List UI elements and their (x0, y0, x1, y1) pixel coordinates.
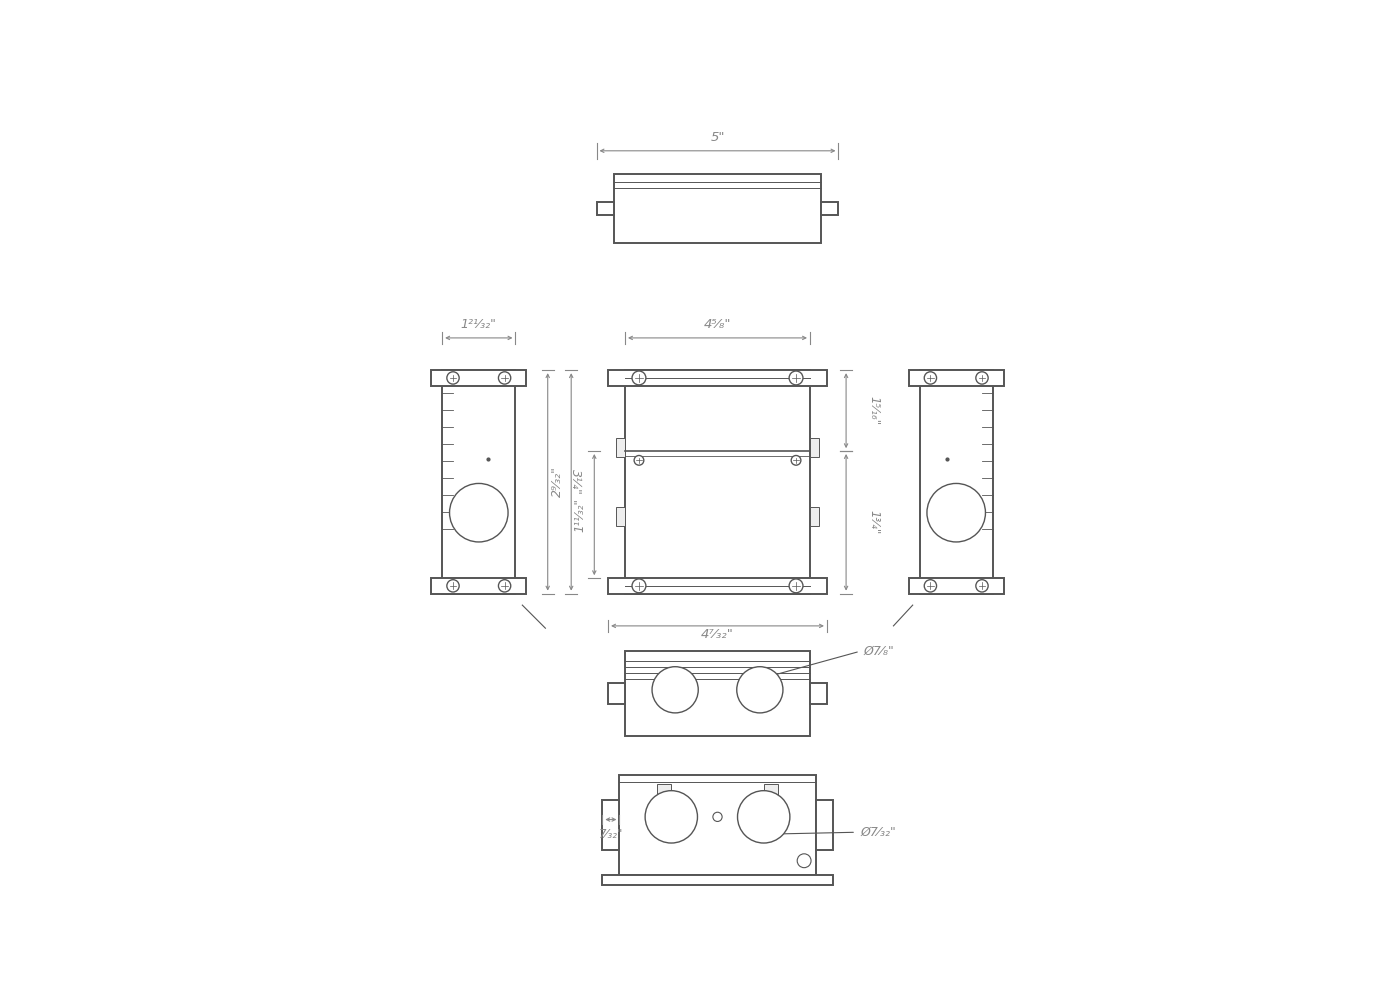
Bar (608, 683, 626, 704)
Text: 7⁄₃₂": 7⁄₃₂" (599, 828, 623, 841)
Bar (657, 784, 671, 796)
Text: 1¹¹⁄₃₂": 1¹¹⁄₃₂" (574, 498, 587, 532)
Circle shape (790, 579, 804, 593)
Bar (909, 578, 1004, 594)
Circle shape (736, 667, 783, 713)
Circle shape (791, 455, 801, 465)
Bar (431, 578, 526, 594)
Circle shape (447, 372, 459, 384)
Text: 2⁹⁄₃₂": 2⁹⁄₃₂" (550, 466, 563, 497)
Circle shape (652, 667, 699, 713)
Text: Ø7⁄₃₂": Ø7⁄₃₂" (860, 826, 896, 839)
Bar (626, 651, 811, 736)
Circle shape (790, 371, 804, 385)
Bar (608, 370, 827, 386)
Bar (809, 438, 819, 457)
Bar (602, 800, 619, 850)
Bar (809, 683, 827, 704)
Bar (608, 578, 827, 594)
Circle shape (927, 483, 986, 542)
Circle shape (498, 372, 511, 384)
Bar (764, 784, 778, 796)
Circle shape (713, 812, 722, 821)
Text: 1²¹⁄₃₂": 1²¹⁄₃₂" (461, 318, 497, 331)
Circle shape (797, 854, 811, 868)
Text: 1¾": 1¾" (868, 510, 881, 534)
Circle shape (449, 483, 508, 542)
Circle shape (447, 580, 459, 592)
Bar (616, 438, 626, 457)
Circle shape (645, 791, 697, 843)
Text: 4⁵⁄₈": 4⁵⁄₈" (704, 318, 731, 331)
Bar (909, 370, 1004, 386)
Circle shape (631, 579, 645, 593)
Text: 5": 5" (710, 131, 725, 144)
Text: Ø7⁄₈": Ø7⁄₈" (864, 645, 895, 658)
Bar (616, 507, 626, 526)
Circle shape (738, 791, 790, 843)
Bar (613, 174, 822, 243)
Circle shape (631, 371, 645, 385)
Bar (809, 507, 819, 526)
Bar (626, 370, 811, 594)
Text: 3¼": 3¼" (570, 469, 582, 495)
Text: 4⁷⁄₃₂": 4⁷⁄₃₂" (701, 628, 734, 641)
Circle shape (924, 580, 937, 592)
Bar (816, 800, 833, 850)
Circle shape (634, 455, 644, 465)
Bar (431, 370, 526, 386)
Circle shape (976, 580, 988, 592)
Bar (822, 202, 839, 215)
Bar (442, 370, 515, 594)
Bar (596, 202, 613, 215)
Circle shape (924, 372, 937, 384)
Bar (920, 370, 993, 594)
Bar (602, 875, 833, 885)
Text: 1⁵⁄₁₆": 1⁵⁄₁₆" (868, 396, 881, 425)
Bar (619, 774, 816, 875)
Circle shape (498, 580, 511, 592)
Circle shape (976, 372, 988, 384)
